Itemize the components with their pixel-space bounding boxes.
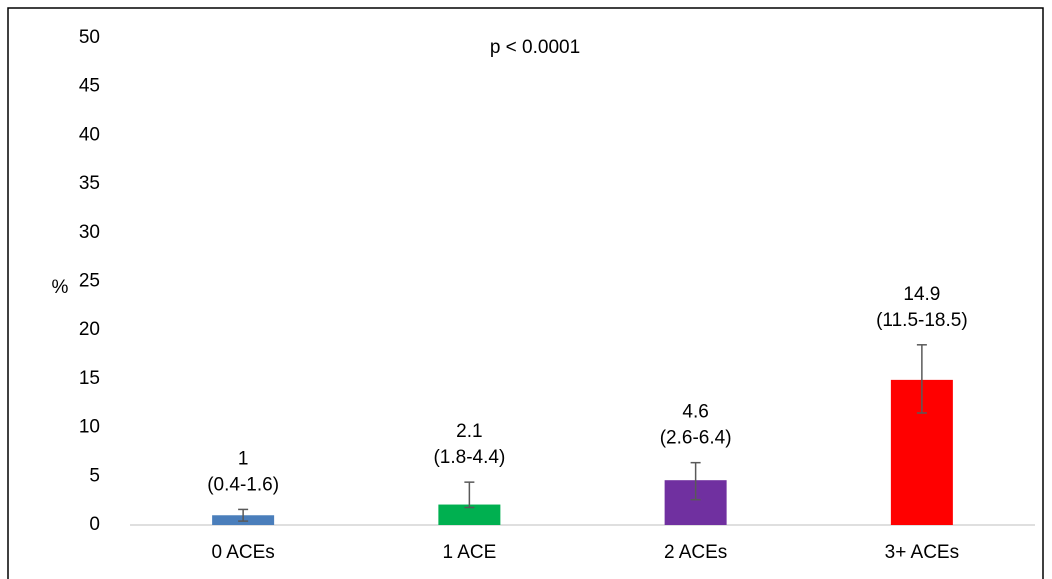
x-tick-label: 2 ACEs — [664, 542, 727, 563]
y-tick-label: 50 — [79, 27, 100, 48]
error-bar — [690, 461, 701, 501]
y-tick-label: 45 — [79, 76, 100, 97]
data-label: 1 — [238, 448, 249, 469]
y-tick-label: 40 — [79, 124, 100, 145]
ci-label: (0.4-1.6) — [207, 474, 279, 495]
y-tick-label: 15 — [79, 368, 100, 389]
data-label: 4.6 — [682, 402, 708, 423]
y-tick-label: 30 — [79, 222, 100, 243]
error-bar — [464, 481, 475, 509]
bar — [438, 504, 501, 525]
error-bar — [238, 508, 249, 522]
ci-label: (11.5-18.5) — [876, 310, 968, 331]
y-tick-label: 20 — [79, 319, 100, 340]
x-tick-label: 1 ACE — [442, 542, 496, 563]
x-tick-label: 0 ACEs — [211, 542, 274, 563]
y-axis-label: % — [52, 277, 69, 298]
y-tick-label: 25 — [79, 271, 100, 292]
x-tick-label: 3+ ACEs — [885, 542, 959, 563]
chart-frame — [7, 7, 1044, 579]
annotation: p < 0.0001 — [490, 37, 580, 58]
y-tick-label: 35 — [79, 173, 100, 194]
error-bar — [916, 344, 927, 414]
y-tick-label: 10 — [79, 417, 100, 438]
y-tick-label: 0 — [89, 514, 100, 535]
ci-label: (2.6-6.4) — [660, 428, 732, 449]
y-tick-label: 5 — [89, 465, 100, 486]
data-label: 2.1 — [456, 421, 482, 442]
ci-label: (1.8-4.4) — [433, 447, 505, 468]
data-label: 14.9 — [903, 284, 940, 305]
